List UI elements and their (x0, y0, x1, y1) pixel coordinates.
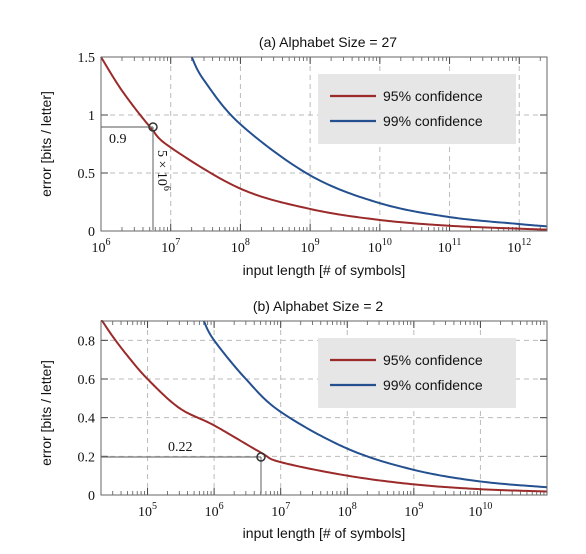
panel-a-x-value-exp: 6 (161, 186, 172, 191)
panel-a-y-value-label: 0.9 (109, 132, 127, 147)
panel-b-legend: 95% confidence 99% confidence (318, 338, 516, 408)
panel-b-y-tick-label: 0.8 (78, 334, 96, 349)
panel-a-x-tick-exp: 12 (521, 237, 531, 248)
panel-b-x-tick-base: 10 (205, 505, 219, 520)
panel-b-x-axis-label: input length [# of symbols] (243, 525, 406, 541)
panel-b-x-tick-base: 10 (138, 505, 152, 520)
panel-b-x-tick-label: 108 (338, 501, 357, 520)
panel-a-x-tick-base: 10 (438, 241, 452, 256)
panel-a-frame (100, 56, 548, 232)
panel-b-series-95-line (100, 320, 548, 493)
panel-a-x-tick-label: 1011 (438, 237, 462, 256)
panel-a-series-95-line (100, 56, 548, 231)
panel-b-x-ticks: 105 106 107 108 109 1010 (138, 501, 492, 520)
panel-a-y-ticks: 0 0.5 1 1.5 (78, 51, 96, 240)
panel-b-x-tick-exp: 8 (352, 501, 357, 512)
panel-a-x-tick-base: 10 (92, 241, 106, 256)
panel-b-title: (b) Alphabet Size = 2 (253, 298, 384, 314)
panel-b-y-axis-label: error [bits / letter] (38, 360, 54, 466)
panel-b: (b) Alphabet Size = 2 0.22 105 106 107 108 1… (38, 298, 548, 541)
panel-a-x-tick-exp: 8 (245, 237, 250, 248)
panel-b-frame (100, 320, 548, 496)
panel-a-x-tick-base: 10 (161, 241, 175, 256)
panel-a-series-99-line (190, 56, 548, 228)
panel-a-x-tick-base: 10 (507, 241, 521, 256)
panel-b-y-ticks: 0 0.2 0.4 0.6 0.8 (78, 334, 96, 504)
panel-a-x-tick-label: 107 (161, 237, 180, 256)
panel-a-x-tick-label: 1012 (507, 237, 531, 256)
panel-b-x-tick-exp: 9 (418, 501, 423, 512)
panel-a: (a) Alphabet Size = 27 0.9 5 × 106 106 10… (38, 34, 548, 278)
panel-b-minor-ticks (101, 321, 547, 496)
panel-b-x-tick-exp: 5 (152, 501, 157, 512)
panel-b-x-tick-label: 105 (138, 501, 157, 520)
panel-a-y-tick-label: 1 (88, 109, 95, 124)
panel-a-marked-point (148, 122, 158, 132)
panel-a-x-value-base: 5 × 10 (154, 150, 169, 186)
panel-a-x-tick-label: 109 (301, 237, 320, 256)
panel-b-y-tick-label: 0.4 (78, 412, 96, 427)
panel-a-x-value-label: 5 × 106 (154, 150, 172, 191)
panel-a-legend-box (318, 74, 516, 144)
panel-b-x-tick-label: 107 (271, 501, 290, 520)
panel-a-series (100, 56, 548, 231)
panel-b-y-tick-label: 0.6 (78, 373, 96, 388)
panel-b-x-tick-base: 10 (338, 505, 352, 520)
panel-b-legend-label-99: 99% confidence (383, 377, 483, 393)
panel-a-x-tick-base: 10 (301, 241, 315, 256)
panel-b-x-tick-base: 10 (468, 505, 482, 520)
panel-b-y-tick-label: 0 (88, 489, 95, 504)
panel-b-x-tick-base: 10 (271, 505, 285, 520)
panel-b-marked-point (256, 452, 266, 462)
panel-a-x-tick-label: 108 (231, 237, 250, 256)
panel-a-legend-label-95: 95% confidence (383, 88, 483, 104)
panel-a-y-axis-label: error [bits / letter] (38, 91, 54, 197)
panel-b-x-tick-exp: 7 (285, 501, 290, 512)
panel-b-legend-label-95: 95% confidence (383, 352, 483, 368)
panel-a-x-tick-exp: 6 (106, 237, 111, 248)
panel-a-annotation: 0.9 5 × 106 (101, 122, 172, 230)
panel-a-y-tick-label: 0 (88, 225, 95, 240)
panel-a-title: (a) Alphabet Size = 27 (259, 34, 397, 50)
panel-b-x-tick-exp: 6 (219, 501, 224, 512)
panel-b-legend-box (318, 338, 516, 408)
panel-b-x-tick-label: 1010 (468, 501, 492, 520)
panel-b-x-tick-base: 10 (404, 505, 418, 520)
panel-a-x-ticks: 106 107 108 109 1010 1011 1012 (92, 237, 532, 256)
panel-b-annotation: 0.22 (101, 440, 266, 494)
panel-b-series (100, 320, 548, 493)
panel-a-x-tick-base: 10 (368, 241, 382, 256)
panel-a-x-tick-exp: 11 (452, 237, 462, 248)
panel-b-x-tick-label: 109 (404, 501, 423, 520)
panel-a-y-tick-label: 1.5 (78, 51, 96, 66)
panel-b-y-value-label: 0.22 (168, 440, 193, 455)
panel-a-legend-label-99: 99% confidence (383, 113, 483, 129)
panel-a-x-tick-exp: 9 (315, 237, 320, 248)
panel-a-y-tick-label: 0.5 (78, 167, 96, 182)
panel-a-x-tick-exp: 7 (175, 237, 180, 248)
panel-b-x-tick-label: 106 (205, 501, 224, 520)
panel-b-series-99-line (202, 320, 548, 489)
panel-a-x-axis-label: input length [# of symbols] (243, 262, 406, 278)
panel-a-legend: 95% confidence 99% confidence (318, 74, 516, 144)
panel-b-x-tick-exp: 10 (482, 501, 492, 512)
panel-b-y-tick-label: 0.2 (78, 450, 96, 465)
panel-a-x-tick-label: 1010 (368, 237, 392, 256)
panel-a-x-tick-exp: 10 (382, 237, 392, 248)
panel-a-x-tick-label: 106 (92, 237, 111, 256)
panel-a-x-tick-base: 10 (231, 241, 245, 256)
